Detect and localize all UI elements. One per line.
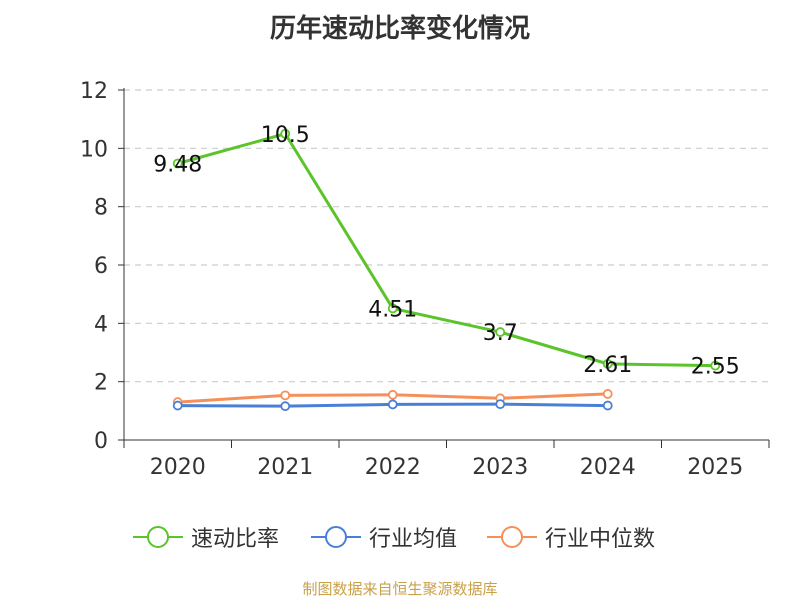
legend-line-icon bbox=[133, 526, 183, 548]
series-line-speed_ratio bbox=[177, 132, 716, 368]
data-point-speed_ratio bbox=[280, 128, 291, 139]
line-chart: 0 2 4 6 8 10 12 2020 2021 2022 2023 2024 2025 9.48 10.… bbox=[80, 79, 770, 480]
x-tick-label: 2023 bbox=[472, 455, 528, 480]
y-tick-label: 12 bbox=[80, 79, 108, 104]
data-label: 9.48 bbox=[153, 153, 202, 178]
y-tick-label: 6 bbox=[94, 254, 108, 279]
legend-label-industry-median: 行业中位数 bbox=[545, 527, 656, 552]
data-source: 制图数据来自恒生聚源数据库 bbox=[302, 580, 498, 598]
data-point-industry_median bbox=[280, 390, 291, 401]
data-point-industry_avg bbox=[495, 399, 506, 410]
legend-item-industry-median[interactable]: 行业中位数 bbox=[487, 520, 655, 554]
x-tick-label: 2024 bbox=[580, 455, 636, 480]
data-point-industry_median bbox=[602, 389, 613, 399]
y-tick-label: 10 bbox=[80, 137, 108, 162]
data-point-speed_ratio bbox=[387, 303, 398, 314]
data-point-industry_avg bbox=[387, 399, 398, 410]
legend: 速动比率 行业均值 行业中位数 bbox=[0, 520, 800, 554]
data-label: 10.5 bbox=[261, 123, 310, 148]
data-point-industry_avg bbox=[280, 401, 291, 412]
y-tick-label: 2 bbox=[94, 371, 108, 396]
data-point-speed_ratio bbox=[710, 360, 721, 371]
data-point-speed_ratio bbox=[172, 158, 183, 169]
data-point-speed_ratio bbox=[602, 358, 613, 369]
y-tick-label: 8 bbox=[94, 196, 108, 221]
data-label: 4.51 bbox=[368, 297, 417, 322]
data-label: 2.61 bbox=[583, 353, 632, 378]
legend-item-industry-avg[interactable]: 行业均值 bbox=[311, 520, 457, 554]
legend-label-industry-avg: 行业均值 bbox=[369, 527, 458, 552]
data-point-industry_avg bbox=[602, 400, 613, 411]
legend-line-icon bbox=[487, 526, 537, 548]
data-point-industry_avg bbox=[172, 400, 183, 411]
x-tick-label: 2021 bbox=[257, 455, 313, 480]
y-tick-label: 0 bbox=[94, 429, 108, 454]
data-point-speed_ratio bbox=[495, 327, 506, 337]
x-tick-label: 2020 bbox=[150, 455, 206, 480]
x-tick-label: 2022 bbox=[365, 455, 421, 480]
data-label: 3.7 bbox=[483, 321, 518, 346]
data-point-industry_median bbox=[387, 389, 398, 400]
legend-item-speed-ratio[interactable]: 速动比率 bbox=[133, 520, 279, 554]
data-label: 2.55 bbox=[691, 355, 740, 380]
legend-label-speed-ratio: 速动比率 bbox=[191, 527, 280, 552]
legend-line-icon bbox=[311, 526, 361, 548]
x-tick-label: 2025 bbox=[687, 455, 743, 480]
y-tick-label: 4 bbox=[94, 312, 108, 337]
chart-title: 历年速动比率变化情况 bbox=[269, 14, 530, 44]
